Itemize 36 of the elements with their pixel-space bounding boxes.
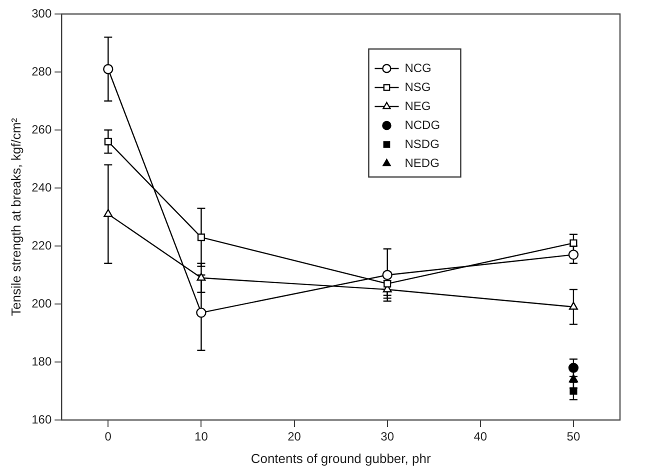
y-tick-label: 220 [32, 238, 52, 252]
legend-label: NEDG [404, 156, 440, 170]
legend-label: NCDG [404, 118, 440, 132]
y-tick-label: 180 [32, 354, 52, 368]
point [568, 374, 578, 382]
point [197, 234, 205, 242]
point [196, 272, 206, 281]
point [568, 362, 579, 373]
x-tick-label: 10 [194, 430, 208, 444]
x-tick-label: 50 [566, 430, 580, 444]
point [570, 387, 578, 395]
x-tick-label: 40 [474, 430, 488, 444]
point [570, 239, 578, 247]
point [196, 308, 206, 318]
legend-label: NSDG [404, 136, 440, 151]
legend-label: NSG [404, 80, 431, 94]
y-axis-title: Tensile strength at breaks, kgf/cm² [8, 117, 24, 316]
y-tick-label: 160 [32, 412, 52, 426]
point [384, 280, 392, 288]
point [382, 270, 392, 280]
x-tick-label: 20 [288, 430, 302, 444]
x-tick-label: 0 [104, 430, 112, 444]
legend-label: NCG [404, 60, 432, 75]
point [103, 64, 114, 74]
y-tick-label: 240 [32, 180, 52, 194]
x-axis-title: Contents of ground gubber, phr [250, 450, 432, 466]
legend-label: NEG [404, 98, 431, 113]
x-tick-label: 30 [380, 430, 394, 444]
point [104, 209, 113, 217]
y-tick-label: 280 [32, 64, 52, 78]
y-tick-label: 260 [32, 122, 52, 136]
point [104, 138, 112, 146]
point [568, 302, 578, 310]
point [568, 250, 579, 260]
y-tick-label: 200 [32, 296, 52, 310]
y-tick-label: 300 [32, 6, 52, 20]
